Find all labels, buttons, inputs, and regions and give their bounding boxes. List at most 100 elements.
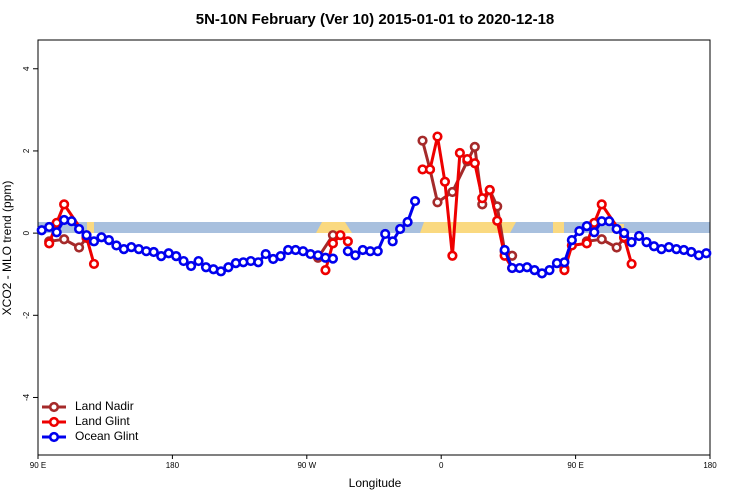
chart-title: 5N-10N February (Ver 10) 2015-01-01 to 2…	[196, 11, 555, 28]
point	[387, 236, 398, 247]
point	[596, 199, 607, 210]
point	[447, 186, 458, 198]
x-tick-label: 180	[703, 461, 717, 470]
legend-label: Land Glint	[75, 414, 130, 428]
land-patch	[553, 222, 564, 233]
point	[103, 235, 115, 246]
point	[439, 176, 451, 187]
point	[275, 251, 286, 262]
point	[589, 227, 600, 238]
point	[395, 223, 406, 235]
point	[253, 257, 264, 268]
point	[380, 228, 391, 240]
point	[574, 225, 585, 237]
point	[462, 154, 473, 165]
point	[402, 216, 413, 228]
point	[335, 230, 346, 241]
point	[372, 246, 383, 257]
point	[148, 246, 159, 258]
point	[327, 253, 339, 264]
legend-marker	[48, 416, 60, 428]
land-patch	[420, 222, 516, 233]
x-tick-label: 90 E	[567, 461, 583, 470]
series	[36, 195, 712, 279]
point	[44, 221, 55, 233]
point	[604, 216, 615, 227]
point	[409, 195, 421, 207]
point	[619, 228, 630, 239]
point	[73, 242, 85, 253]
point	[566, 235, 577, 246]
legend-label: Ocean Glint	[75, 429, 139, 443]
point	[223, 262, 234, 273]
point	[44, 238, 55, 249]
point	[193, 255, 204, 267]
point	[454, 147, 465, 159]
point	[342, 236, 353, 247]
point	[88, 236, 100, 247]
series-line	[49, 140, 626, 259]
point	[581, 221, 592, 232]
point	[51, 227, 62, 238]
point	[432, 197, 443, 208]
point	[327, 238, 339, 249]
land-patch	[87, 222, 94, 233]
point	[626, 258, 637, 270]
point	[88, 258, 100, 270]
point	[611, 223, 622, 235]
series	[44, 131, 637, 276]
point	[59, 234, 70, 245]
y-tick-label: -2	[22, 311, 31, 319]
y-tick-label: 2	[22, 148, 31, 153]
legend-label: Land Nadir	[75, 399, 134, 413]
y-axis-label: XCO2 - MLO trend (ppm)	[0, 181, 14, 316]
point	[73, 223, 85, 235]
point	[641, 237, 652, 248]
point	[111, 240, 122, 251]
point	[215, 266, 227, 277]
point	[469, 158, 480, 169]
point	[260, 248, 271, 260]
x-tick-label: 90 W	[297, 461, 316, 470]
point	[611, 242, 622, 253]
x-tick-label: 90 E	[30, 461, 46, 470]
legend-marker	[48, 431, 60, 443]
ocean-band	[38, 222, 710, 233]
point	[469, 141, 480, 152]
point	[559, 264, 570, 276]
point	[342, 246, 353, 257]
point	[581, 238, 592, 249]
point	[424, 164, 436, 175]
point	[447, 250, 458, 261]
point	[178, 255, 189, 267]
point	[492, 215, 503, 226]
point	[499, 244, 510, 256]
x-axis-label: Longitude	[349, 476, 402, 490]
point	[596, 234, 607, 245]
y-tick-label: 0	[22, 230, 31, 235]
land-patch	[316, 222, 352, 233]
point	[171, 251, 182, 262]
point	[544, 264, 555, 276]
plot-frame	[37, 39, 711, 456]
point	[185, 260, 197, 272]
point	[81, 230, 92, 241]
point	[633, 230, 645, 242]
point	[477, 193, 488, 204]
point	[320, 264, 331, 276]
point	[66, 216, 77, 227]
y-tick-label: 4	[22, 66, 31, 71]
point	[701, 248, 712, 259]
point	[626, 237, 637, 248]
y-tick-label: -4	[22, 393, 31, 401]
x-tick-label: 0	[439, 461, 444, 470]
point	[350, 250, 361, 261]
point	[417, 135, 428, 146]
x-tick-label: 180	[166, 461, 180, 470]
point	[59, 199, 70, 210]
point	[432, 131, 443, 142]
point	[559, 257, 570, 268]
point	[484, 184, 495, 196]
